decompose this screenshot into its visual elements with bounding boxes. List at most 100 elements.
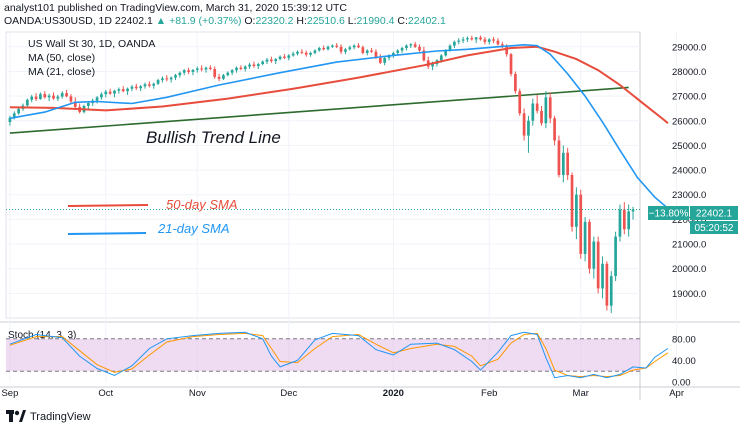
candle-body (357, 45, 360, 48)
candle (300, 49, 304, 55)
candle (527, 115, 530, 153)
candle (60, 91, 64, 99)
x-tick-label: Oct (98, 388, 113, 399)
candle-body (209, 67, 212, 69)
ma50-line (9, 45, 669, 124)
candle (156, 78, 160, 86)
ma-layer (6, 43, 669, 210)
change-value: ▲ +81.9 (+0.37%) (155, 15, 242, 27)
candle-body (134, 86, 138, 89)
candle (535, 94, 539, 114)
candle (531, 98, 535, 126)
candle (283, 54, 286, 60)
candle (287, 54, 291, 61)
publisher-line: analyst101 published on TradingView.com,… (4, 2, 348, 14)
candle (130, 85, 134, 92)
candle (313, 49, 317, 55)
candle (139, 85, 142, 92)
candle-body (169, 77, 173, 80)
candle-body (492, 39, 495, 41)
candle (579, 189, 583, 259)
candle-body (270, 59, 273, 62)
candle (309, 51, 312, 57)
candle-body (104, 91, 108, 95)
candle (400, 46, 404, 53)
candle-body (283, 56, 286, 58)
x-tick-label: Nov (189, 388, 206, 399)
tradingview-logo[interactable]: TradingView (6, 410, 91, 423)
low-label: L: (347, 15, 357, 27)
candle-body (239, 67, 243, 69)
chart-canvas[interactable]: US Wall St 30, 1D, OANDA MA (50, close) … (0, 0, 740, 400)
candle (344, 48, 347, 55)
y-tick-label: 21000.0 (672, 240, 706, 251)
last-price: 22402.1 (114, 15, 153, 27)
candle (143, 82, 147, 89)
candle-body (622, 209, 626, 230)
candle-body (631, 209, 635, 212)
legend-ma21: MA (21, close) (28, 66, 95, 78)
candle (470, 35, 474, 41)
candle-layer (8, 35, 635, 314)
candle-body (614, 236, 617, 277)
candle-body (213, 68, 217, 77)
candle (370, 48, 373, 53)
low-value: 21990.4 (356, 15, 395, 27)
candle (492, 36, 495, 44)
candle-body (588, 221, 591, 269)
candle-body (191, 69, 195, 72)
footer: TradingView (0, 400, 740, 430)
candle (278, 55, 282, 61)
candle-body (531, 103, 535, 121)
candle-body (448, 45, 452, 51)
candle (256, 62, 260, 69)
candle-body (400, 48, 404, 51)
candle-body (204, 67, 208, 70)
candle-body (39, 94, 42, 100)
candle-body (200, 68, 203, 70)
candle-body (265, 59, 269, 62)
candle (291, 51, 295, 57)
candle (230, 68, 234, 76)
candle-body (121, 89, 125, 92)
candle (422, 46, 426, 62)
candle-body (291, 53, 295, 56)
candle-body (370, 50, 373, 52)
candle-body (230, 70, 234, 73)
chart-header: analyst101 published on TradingView.com,… (0, 0, 740, 30)
candle (52, 92, 55, 100)
sma21-annotation: 21-day SMA (157, 221, 230, 236)
candle (466, 36, 469, 42)
candle-body (575, 194, 578, 227)
candle-body (422, 50, 426, 61)
candle (95, 96, 99, 104)
candle-body (413, 44, 417, 47)
stoch-band (6, 338, 640, 372)
ma21-line (9, 43, 669, 209)
candle (213, 66, 217, 79)
candle-body (457, 40, 461, 42)
candle (453, 40, 456, 49)
candle-body (566, 152, 570, 175)
candle-body (73, 101, 77, 107)
candle (544, 91, 548, 129)
candle-body (592, 241, 596, 269)
open-value: 22320.2 (255, 15, 294, 27)
candle-body (126, 88, 129, 92)
candle-body (439, 55, 443, 61)
candle (104, 89, 108, 98)
candle (418, 44, 421, 52)
candle-body (95, 97, 99, 101)
candle-body (17, 108, 20, 114)
candle (117, 87, 121, 94)
candle (209, 65, 212, 71)
change-pct-text: −13.80% (649, 209, 689, 220)
price-tag (690, 206, 738, 220)
candle-body (609, 276, 613, 306)
candle-body (535, 103, 539, 111)
stoch-tick-label: 80.00 (672, 334, 696, 345)
candle-body (165, 78, 169, 80)
candle (426, 56, 430, 69)
candle (134, 83, 138, 90)
